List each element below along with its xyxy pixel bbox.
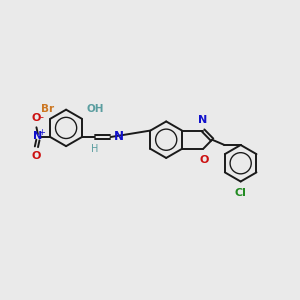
Text: Br: Br [41,104,55,114]
Text: H: H [92,143,99,154]
Text: -: - [39,112,44,122]
Text: O: O [31,151,40,160]
Text: N: N [198,115,207,125]
Text: N: N [113,130,123,143]
Text: +: + [38,128,45,136]
Text: OH: OH [86,104,104,114]
Text: N: N [33,131,43,142]
Text: O: O [200,155,209,165]
Text: O: O [31,113,40,124]
Text: Cl: Cl [235,188,247,198]
